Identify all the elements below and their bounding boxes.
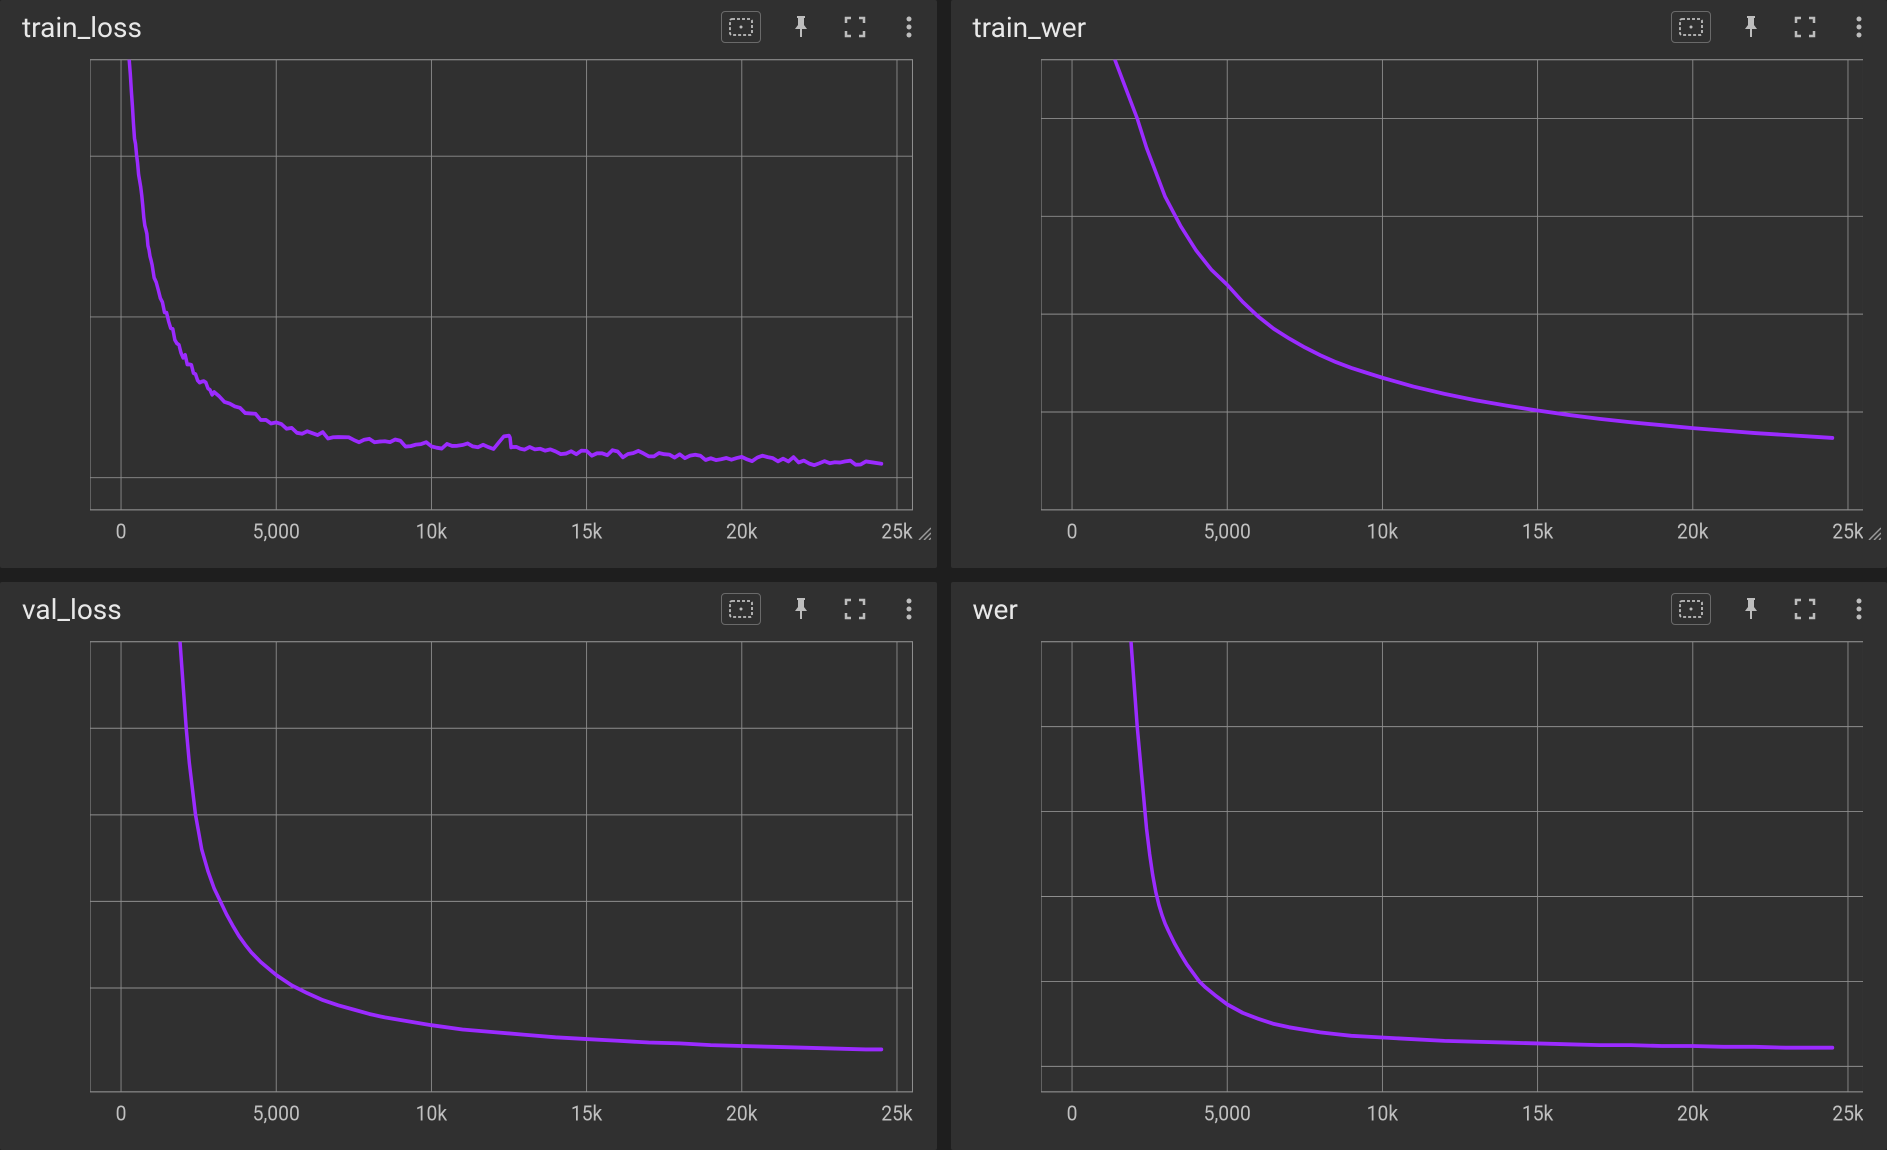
more-menu-icon[interactable]: [1845, 595, 1873, 623]
axis-tick-label: 25k: [881, 519, 912, 544]
panel-header: val_loss: [0, 582, 937, 632]
axis-tick-label: 10k: [416, 1101, 448, 1126]
resize-handle-icon[interactable]: [915, 524, 931, 540]
toggle-fit-domain-icon[interactable]: [1671, 593, 1711, 625]
axis-tick-label: 5,000: [1203, 1101, 1250, 1126]
axis-tick-label: 15k: [571, 519, 603, 544]
axis-tick-label: 0: [116, 1101, 127, 1126]
resize-handle-icon[interactable]: [1865, 524, 1881, 540]
series-line: [177, 636, 882, 1049]
chart-panel-train_loss: train_loss 00.5105,00010k15k20k25k: [0, 0, 937, 568]
fullscreen-icon[interactable]: [841, 595, 869, 623]
axis-tick-label: 10k: [1366, 519, 1398, 544]
chart-title: val_loss: [22, 593, 122, 626]
pin-icon[interactable]: [1737, 595, 1765, 623]
axis-tick-label: 20k: [1677, 1101, 1709, 1126]
toggle-fit-domain-icon[interactable]: [1671, 11, 1711, 43]
panel-toolbar: [721, 593, 923, 625]
more-menu-icon[interactable]: [895, 595, 923, 623]
chart-svg: 0.10.20.30.405,00010k15k20k25k: [90, 636, 913, 1130]
axis-tick-label: 15k: [1521, 1101, 1553, 1126]
axis-tick-label: 25k: [1832, 519, 1863, 544]
toggle-fit-domain-icon[interactable]: [721, 11, 761, 43]
chart-plot-area[interactable]: 00.5105,00010k15k20k25k: [0, 50, 937, 568]
chart-svg: 0.20.40.60.805,00010k15k20k25k: [1041, 54, 1864, 548]
pin-icon[interactable]: [1737, 13, 1765, 41]
toggle-fit-domain-icon[interactable]: [721, 593, 761, 625]
axis-tick-label: 25k: [881, 1101, 912, 1126]
axis-tick-label: 15k: [1521, 519, 1553, 544]
more-menu-icon[interactable]: [895, 13, 923, 41]
more-menu-icon[interactable]: [1845, 13, 1873, 41]
chart-svg: 00.5105,00010k15k20k25k: [90, 54, 913, 548]
axis-tick-label: 5,000: [253, 519, 300, 544]
pin-icon[interactable]: [787, 13, 815, 41]
chart-panel-wer: wer 00.10.20.30.405,00010k15k20k25k: [951, 582, 1887, 1150]
chart-plot-area[interactable]: 0.20.40.60.805,00010k15k20k25k: [951, 50, 1887, 568]
fullscreen-icon[interactable]: [1791, 13, 1819, 41]
axis-tick-label: 5,000: [253, 1101, 300, 1126]
chart-title: wer: [973, 593, 1018, 626]
axis-tick-label: 5,000: [1203, 519, 1250, 544]
chart-panel-val_loss: val_loss 0.10.20.30.405,00010k15k20k25k: [0, 582, 937, 1150]
axis-tick-label: 20k: [726, 1101, 758, 1126]
chart-title: train_loss: [22, 11, 142, 44]
panel-header: train_wer: [951, 0, 1887, 50]
axis-tick-label: 25k: [1832, 1101, 1863, 1126]
axis-tick-label: 15k: [571, 1101, 603, 1126]
chart-svg: 00.10.20.30.405,00010k15k20k25k: [1041, 636, 1864, 1130]
panel-header: train_loss: [0, 0, 937, 50]
axis-tick-label: 0: [116, 519, 127, 544]
series-line: [1127, 636, 1832, 1048]
pin-icon[interactable]: [787, 595, 815, 623]
fullscreen-icon[interactable]: [841, 13, 869, 41]
axis-tick-label: 20k: [726, 519, 758, 544]
panel-toolbar: [1671, 11, 1873, 43]
panel-toolbar: [1671, 593, 1873, 625]
series-line: [1109, 54, 1832, 438]
axis-tick-label: 10k: [1366, 1101, 1398, 1126]
fullscreen-icon[interactable]: [1791, 595, 1819, 623]
axis-tick-label: 20k: [1677, 519, 1709, 544]
chart-plot-area[interactable]: 0.10.20.30.405,00010k15k20k25k: [0, 632, 937, 1150]
panel-toolbar: [721, 11, 923, 43]
panel-header: wer: [951, 582, 1887, 632]
axis-tick-label: 0: [1066, 1101, 1077, 1126]
axis-tick-label: 0: [1066, 519, 1077, 544]
chart-panel-train_wer: train_wer 0.20.40.60.805,00010k15k20k25k: [951, 0, 1887, 568]
chart-title: train_wer: [973, 11, 1087, 44]
series-line: [127, 54, 881, 465]
chart-plot-area[interactable]: 00.10.20.30.405,00010k15k20k25k: [951, 632, 1887, 1150]
axis-tick-label: 10k: [416, 519, 448, 544]
